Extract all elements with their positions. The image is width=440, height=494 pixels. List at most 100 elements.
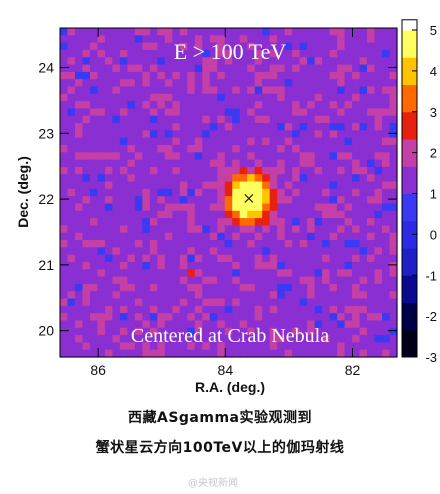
heatmap-cell [134, 342, 143, 351]
heatmap-cell [307, 28, 316, 36]
heatmap-cell [60, 115, 69, 124]
heatmap-cell [232, 35, 241, 44]
heatmap-cell [112, 247, 121, 256]
heatmap-cell [344, 327, 353, 336]
heatmap-cell [172, 49, 181, 58]
heatmap-cell [389, 283, 398, 292]
heatmap-cell [269, 108, 278, 117]
heatmap-cell [149, 320, 158, 329]
heatmap-cell [329, 181, 338, 190]
heatmap-cell [89, 210, 99, 219]
heatmap-cell [60, 137, 69, 146]
heatmap-cell [337, 152, 346, 161]
heatmap-cell [337, 79, 346, 88]
heatmap-cell [239, 144, 248, 153]
heatmap-cell [82, 313, 91, 322]
heatmap-cell [382, 283, 391, 292]
heatmap-cell [224, 86, 233, 95]
heatmap-cell [367, 247, 376, 256]
heatmap-cell [60, 123, 69, 131]
heatmap-cell [269, 28, 278, 36]
heatmap-cell [262, 305, 271, 314]
heatmap-cell [329, 240, 338, 248]
heatmap-cell [127, 166, 136, 175]
heatmap-cell [60, 225, 69, 234]
heatmap-cell [329, 327, 338, 336]
heatmap-cell [307, 108, 316, 117]
heatmap-cell [149, 298, 158, 307]
heatmap-cell [142, 130, 151, 139]
heatmap-cell [239, 342, 248, 351]
heatmap-cell [74, 49, 84, 58]
heatmap-cell [217, 261, 226, 270]
heatmap-cell [202, 240, 211, 248]
heatmap-cell [254, 152, 263, 161]
heatmap-cell [359, 247, 368, 256]
heatmap-cell [299, 283, 308, 292]
heatmap-cell [179, 152, 188, 161]
heatmap-cell [157, 327, 166, 336]
heatmap-cell [382, 254, 391, 263]
heatmap-cell [194, 28, 203, 36]
heatmap-cell [157, 115, 166, 124]
heatmap-cell [172, 79, 181, 88]
colorbar-segment [402, 275, 417, 303]
heatmap-cell [67, 254, 76, 263]
heatmap-cell [179, 210, 188, 219]
heatmap-cell [307, 218, 316, 226]
heatmap-cell [202, 35, 211, 44]
heatmap-cell [232, 86, 241, 95]
heatmap-cell [224, 181, 233, 190]
heatmap-cell [149, 210, 158, 219]
heatmap-cell [307, 269, 316, 278]
heatmap-cell [374, 320, 383, 329]
heatmap-cell [359, 254, 368, 263]
heatmap-cell [82, 218, 91, 226]
heatmap-cell [89, 203, 99, 212]
heatmap-cell [127, 305, 136, 314]
heatmap-cell [194, 101, 203, 110]
heatmap-cell [209, 108, 218, 117]
heatmap-cell [367, 64, 376, 73]
heatmap-cell [164, 305, 173, 314]
heatmap-cell [164, 335, 173, 343]
heatmap-cell [239, 174, 248, 183]
heatmap-cell [292, 276, 301, 285]
heatmap-cell [142, 101, 151, 110]
heatmap-cell [344, 35, 353, 44]
heatmap-cell [314, 93, 323, 102]
heatmap-cell [157, 203, 166, 212]
heatmap-cell [284, 291, 293, 300]
heatmap-cell [142, 86, 151, 95]
heatmap-cell [299, 93, 308, 102]
heatmap-cell [337, 174, 346, 183]
heatmap-cell [314, 196, 323, 205]
heatmap-cell [172, 218, 181, 226]
heatmap-cell [119, 93, 128, 102]
heatmap-cell [269, 35, 278, 44]
heatmap-cell [119, 349, 128, 358]
heatmap-cell [247, 101, 256, 110]
heatmap-cell [187, 181, 196, 190]
heatmap-cell [217, 79, 226, 88]
heatmap-cell [172, 174, 181, 183]
heatmap-cell [277, 276, 286, 285]
heatmap-cell [127, 71, 136, 80]
heatmap-cell [82, 196, 91, 205]
heatmap-cell [142, 79, 151, 88]
heatmap-cell [262, 181, 271, 190]
heatmap-cell [164, 101, 173, 110]
heatmap-cell [164, 93, 173, 102]
heatmap-cell [194, 71, 203, 80]
heatmap-cell [127, 57, 136, 66]
heatmap-cell [359, 291, 368, 300]
heatmap-cell [82, 108, 91, 117]
heatmap-cell [74, 79, 84, 88]
heatmap-cell [344, 166, 353, 175]
heatmap-cell [239, 166, 248, 175]
heatmap-cell [97, 240, 106, 248]
heatmap-cell [187, 93, 196, 102]
heatmap-cell [247, 188, 256, 197]
heatmap-cell [89, 269, 99, 278]
heatmap-cell [322, 218, 331, 226]
